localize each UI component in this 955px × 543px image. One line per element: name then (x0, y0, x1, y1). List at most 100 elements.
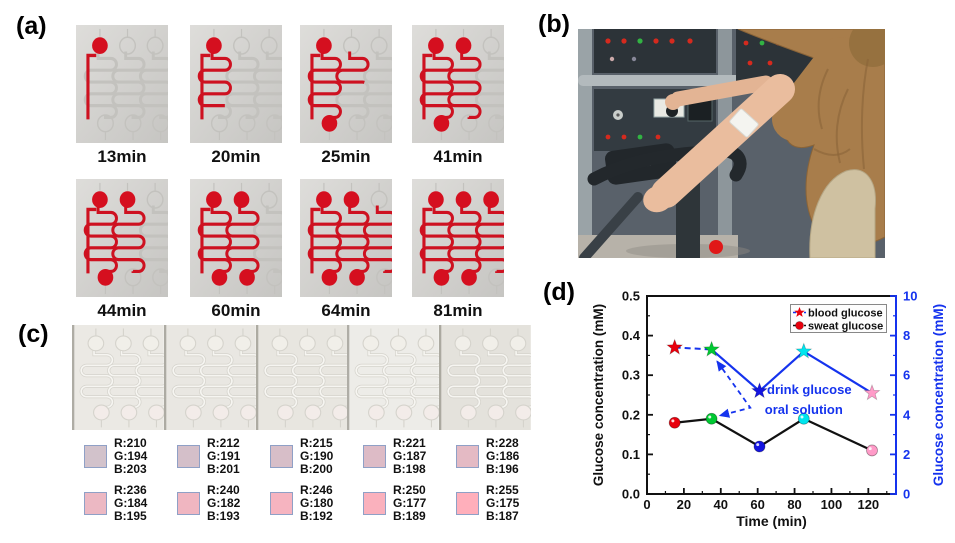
rgb-values: R:210 G:194 B:203 (114, 436, 148, 476)
rgb-swatch-entry: R:240 G:182 B:193 (177, 484, 269, 523)
microfluidic-device-photo: 41min (412, 25, 504, 167)
svg-text:0.5: 0.5 (622, 289, 640, 304)
rgb-swatch-row-2: R:236 G:184 B:195 R:240 G:182 B:193 R:246 G:180… (0, 484, 955, 530)
rgb-swatch-entry: R:228 G:186 B:196 (456, 437, 548, 476)
rgb-swatch-entry: R:250 G:177 B:189 (363, 484, 455, 523)
panel-c-label: (c) (18, 320, 49, 348)
svg-text:Glucose concentration (mM): Glucose concentration (mM) (591, 304, 606, 486)
star-marker (702, 340, 721, 357)
time-label: 81min (433, 301, 483, 320)
microfluidic-device-photo: 13min (76, 25, 168, 167)
panel-a-row-1: 13min 20min 25min 41min (0, 25, 955, 175)
svg-text:100: 100 (821, 497, 843, 512)
microfluidic-device-photo: 81min (412, 179, 504, 321)
x-axis: 0 20 40 60 80 100 120 Time (min) (643, 488, 888, 529)
blank-device-photo (163, 325, 256, 430)
rgb-values: R:250 G:177 B:189 (393, 483, 427, 523)
time-label: 25min (321, 147, 371, 166)
svg-text:80: 80 (787, 497, 801, 512)
panel-d-label: (d) (543, 278, 575, 306)
rgb-swatch-entry: R:236 G:184 B:195 (84, 484, 176, 523)
time-label: 41min (433, 147, 483, 166)
svg-text:8: 8 (903, 328, 910, 343)
legend-label: blood glucose (808, 308, 883, 320)
color-swatch (177, 445, 200, 468)
far-hand (665, 94, 681, 110)
svg-text:4: 4 (903, 407, 911, 422)
circle-marker (866, 444, 878, 457)
y-axis-right: 0 2 4 6 8 10 Glucose concentration (mM) (890, 289, 946, 502)
panel-b-label: (b) (538, 10, 570, 38)
glucose-chart: 0 20 40 60 80 100 120 Time (min) 0.0 0.1 0.2 0.3 0.4… (590, 283, 955, 543)
color-swatch (456, 445, 479, 468)
circle-marker (753, 440, 766, 453)
circle-marker (668, 416, 681, 429)
svg-text:60: 60 (750, 497, 764, 512)
sweat-patch (729, 108, 759, 138)
rgb-values: R:246 G:180 B:192 (300, 483, 334, 523)
color-swatch (177, 492, 200, 515)
svg-text:0.4: 0.4 (622, 328, 641, 343)
panel-a-label: (a) (16, 12, 47, 40)
microfluidic-device-photo: 20min (190, 25, 282, 167)
svg-text:6: 6 (903, 368, 910, 383)
color-swatch (456, 492, 479, 515)
star-marker (750, 381, 769, 399)
rgb-swatch-entry: R:255 G:175 B:187 (456, 484, 548, 523)
microfluidic-device-photo: 64min (300, 179, 392, 321)
blank-device-photo (439, 325, 531, 430)
blank-device-photo (347, 325, 440, 430)
svg-text:Time (min): Time (min) (736, 513, 807, 529)
rgb-swatch-entry: R:210 G:194 B:203 (84, 437, 176, 476)
blank-device-strip (72, 325, 531, 430)
svg-text:0: 0 (643, 497, 650, 512)
rgb-swatch-row-1: R:210 G:194 B:203 R:212 G:191 B:201 R:215 G:190… (0, 437, 955, 483)
star-marker (666, 338, 684, 355)
rgb-values: R:255 G:175 B:187 (486, 483, 520, 523)
near-fist (643, 185, 673, 213)
time-label: 44min (97, 301, 147, 320)
svg-text:40: 40 (714, 497, 728, 512)
blood-glucose-series (666, 338, 881, 401)
time-label: 13min (97, 147, 147, 166)
svg-text:Glucose concentration (mM): Glucose concentration (mM) (931, 304, 946, 486)
color-swatch (363, 445, 386, 468)
rgb-values: R:215 G:190 B:200 (300, 436, 334, 476)
rgb-values: R:228 G:186 B:196 (486, 436, 520, 476)
rgb-swatch-entry: R:215 G:190 B:200 (270, 437, 362, 476)
time-label: 60min (211, 301, 261, 320)
red-object (709, 240, 723, 254)
color-swatch (363, 492, 386, 515)
rgb-values: R:212 G:191 B:201 (207, 436, 241, 476)
svg-text:0: 0 (903, 487, 910, 502)
circle-marker (705, 412, 718, 425)
svg-text:20: 20 (677, 497, 691, 512)
star-marker (795, 342, 813, 359)
blank-device-photo (255, 325, 348, 430)
svg-text:0.1: 0.1 (622, 447, 640, 462)
rgb-swatch-entry: R:212 G:191 B:201 (177, 437, 269, 476)
bike-frame-tube (579, 192, 643, 258)
event-arrow (716, 360, 752, 418)
exercise-photo (578, 29, 885, 258)
color-swatch (270, 445, 293, 468)
legend-label: sweat glucose (808, 321, 883, 333)
svg-text:10: 10 (903, 289, 917, 304)
color-swatch (84, 445, 107, 468)
y-axis-left: 0.0 0.1 0.2 0.3 0.4 0.5 Glucose concentration … (591, 289, 653, 502)
trousers (809, 169, 876, 258)
rack-rail-left (578, 29, 592, 258)
star-marker (863, 383, 881, 401)
svg-text:0.3: 0.3 (622, 368, 640, 383)
time-label: 64min (321, 301, 371, 320)
blank-device-photo (72, 325, 164, 430)
svg-text:0.2: 0.2 (622, 407, 640, 422)
svg-text:2: 2 (903, 447, 910, 462)
microfluidic-device-photo: 44min (76, 179, 168, 321)
rgb-values: R:236 G:184 B:195 (114, 483, 148, 523)
rgb-swatch-entry: R:246 G:180 B:192 (270, 484, 362, 523)
color-swatch (270, 492, 293, 515)
sweat-glucose-series (668, 412, 878, 457)
rack-crossbar (578, 75, 768, 86)
